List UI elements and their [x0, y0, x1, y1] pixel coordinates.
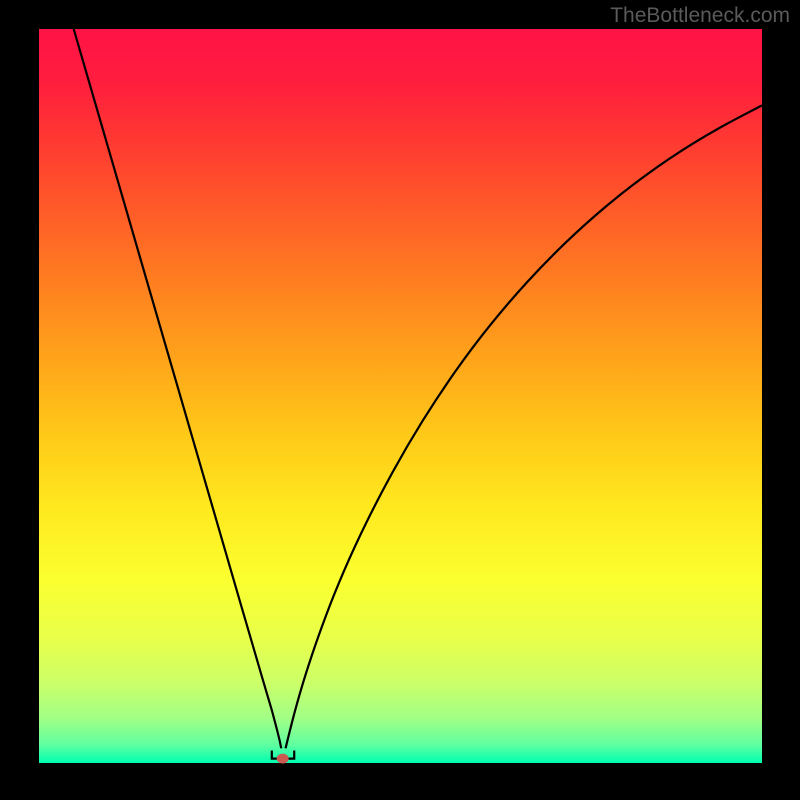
chart-container: TheBottleneck.com [0, 0, 800, 800]
plot-svg [39, 29, 762, 763]
plot-area [39, 29, 762, 763]
minimum-marker [277, 754, 289, 764]
gradient-background [39, 29, 762, 763]
watermark-text: TheBottleneck.com [610, 4, 790, 28]
